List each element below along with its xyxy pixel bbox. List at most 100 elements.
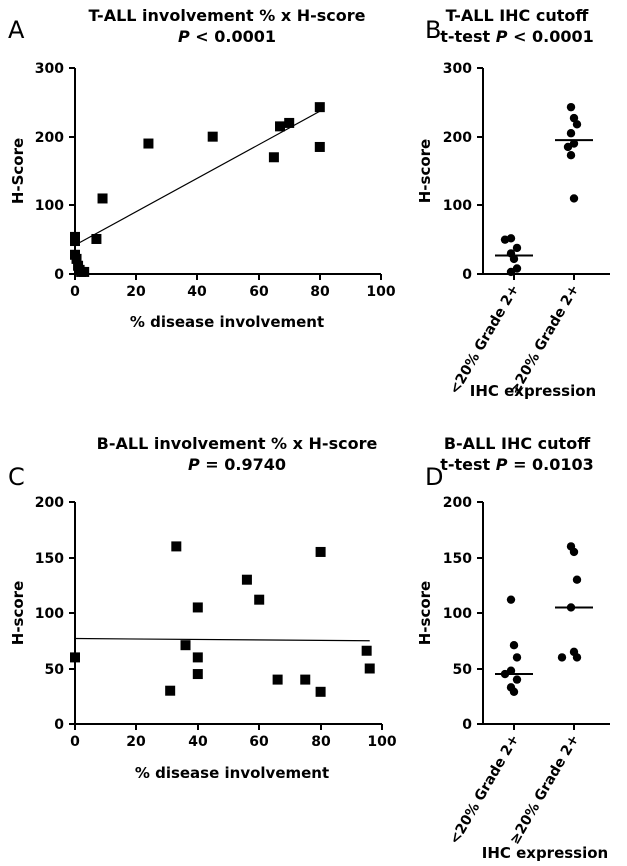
regression-line — [74, 110, 321, 246]
data-point — [361, 645, 372, 656]
y-tick-label: 100 — [35, 198, 64, 214]
panel-d: D B-ALL IHC cutoff t-test P = 0.0103 0 5… — [416, 434, 610, 862]
data-point — [572, 575, 582, 584]
data-point — [171, 541, 182, 552]
x-tick-label: 60 — [249, 734, 269, 750]
y-tick-label: 200 — [443, 130, 472, 146]
panel-d-stat-prefix: t-test — [440, 455, 490, 474]
panel-letter-c: C — [8, 463, 25, 491]
data-point — [566, 102, 576, 112]
y-tick-label: 300 — [35, 61, 64, 77]
panel-a-stat-value: < 0.0001 — [195, 27, 276, 46]
panel-b-stat-prefix: t-test — [440, 27, 490, 46]
data-point — [165, 685, 176, 696]
x-tick-label: 0 — [70, 284, 80, 300]
panel-a-title: T-ALL involvement % x H-score — [88, 6, 365, 25]
data-point — [254, 594, 265, 605]
panel-d-title: B-ALL IHC cutoff — [444, 434, 591, 453]
data-point — [180, 640, 191, 651]
data-point — [512, 243, 522, 253]
data-point — [512, 653, 522, 662]
y-tick-label: 50 — [45, 662, 65, 678]
panel-b-ticks — [477, 67, 575, 280]
y-tick-label: 200 — [35, 495, 64, 511]
data-point — [70, 236, 80, 247]
data-point — [563, 142, 573, 152]
data-point — [315, 686, 326, 697]
panel-letter-a: A — [8, 16, 25, 44]
panel-b-x-label: IHC expression — [470, 382, 597, 400]
data-point — [506, 595, 516, 604]
y-tick-label: 200 — [443, 495, 472, 511]
data-point — [500, 235, 510, 244]
data-point — [272, 674, 283, 685]
data-point — [509, 254, 519, 264]
panel-a-marks — [70, 102, 325, 277]
panel-c-stat-value: = 0.9740 — [205, 455, 286, 474]
panel-letter-b: B — [425, 16, 441, 44]
panel-d-stat-value: = 0.0103 — [513, 455, 594, 474]
panel-b-stat: t-test P < 0.0001 — [440, 27, 594, 46]
data-point — [509, 640, 519, 650]
panel-a: A T-ALL involvement % x H-score P < 0.00… — [8, 6, 396, 331]
panel-b: B T-ALL IHC cutoff t-test P < 0.0001 0 1… — [416, 6, 610, 400]
data-point — [566, 129, 576, 138]
data-point — [569, 547, 579, 557]
y-tick-label: 100 — [443, 606, 472, 622]
panel-letter-d: D — [425, 463, 443, 491]
panel-b-title: T-ALL IHC cutoff — [446, 6, 590, 25]
panel-c-marks — [70, 541, 375, 697]
panel-c-x-label: % disease involvement — [135, 764, 329, 782]
data-point — [364, 663, 375, 674]
x-tick-label: 20 — [126, 734, 146, 750]
x-tick-label: 100 — [366, 284, 395, 300]
data-point — [572, 653, 582, 662]
category-label: ≥20% Grade 2+ — [507, 282, 583, 397]
x-tick-label: 0 — [70, 734, 80, 750]
panel-a-x-label: % disease involvement — [130, 313, 324, 331]
category-label: ≥20% Grade 2+ — [507, 732, 583, 847]
y-tick-label: 100 — [35, 606, 64, 622]
panel-b-y-label: H-score — [416, 139, 434, 203]
y-tick-label: 0 — [54, 267, 64, 283]
data-point — [71, 253, 82, 264]
data-point — [268, 152, 279, 163]
x-tick-label: 60 — [249, 284, 269, 300]
regression-line — [74, 637, 370, 642]
y-tick-label: 0 — [462, 717, 472, 733]
panel-d-ticks — [477, 501, 575, 730]
data-point — [509, 687, 519, 697]
data-point — [97, 193, 108, 204]
panel-c-stat: P = 0.9740 — [188, 455, 286, 474]
panel-d-x-label: IHC expression — [482, 844, 609, 862]
y-tick-label: 100 — [443, 198, 472, 214]
data-point — [572, 120, 582, 129]
y-tick-label: 150 — [35, 551, 64, 567]
data-point — [314, 141, 325, 152]
data-point — [192, 652, 203, 663]
x-tick-label: 20 — [126, 284, 146, 300]
y-tick-label: 0 — [462, 267, 472, 283]
y-tick-label: 0 — [54, 717, 64, 733]
data-point — [512, 675, 522, 684]
x-tick-label: 80 — [310, 284, 330, 300]
data-point — [315, 546, 326, 557]
panel-b-stat-value: < 0.0001 — [513, 27, 594, 46]
data-point — [566, 151, 576, 160]
data-point — [275, 121, 286, 132]
panel-c-y-label: H-score — [9, 581, 27, 645]
data-point — [91, 233, 102, 244]
data-point — [192, 669, 203, 680]
panel-c-title: B-ALL involvement % x H-score — [97, 434, 378, 453]
x-tick-label: 40 — [188, 734, 208, 750]
y-tick-label: 50 — [453, 662, 473, 678]
data-point — [284, 117, 295, 128]
data-point — [143, 138, 154, 149]
data-point — [207, 131, 218, 142]
y-tick-label: 200 — [35, 130, 64, 146]
panel-a-stat: P < 0.0001 — [178, 27, 276, 46]
x-tick-label: 80 — [311, 734, 331, 750]
data-point — [506, 267, 516, 277]
data-point — [557, 653, 567, 662]
